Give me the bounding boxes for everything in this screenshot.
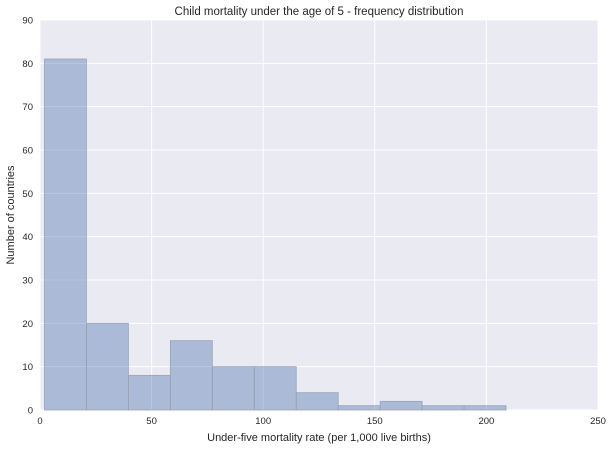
y-tick-label-50: 50 — [22, 189, 33, 200]
y-tick-label-30: 30 — [22, 276, 33, 287]
x-axis-label: Under-five mortality rate (per 1,000 liv… — [207, 432, 431, 444]
histogram-bar-9 — [379, 400, 423, 411]
histogram-bar-11 — [463, 405, 507, 411]
histogram-bar-10 — [421, 405, 465, 411]
histogram-bar-8 — [337, 405, 381, 411]
histogram-bars — [44, 58, 507, 411]
x-tick-label-0: 0 — [37, 416, 42, 427]
y-tick-label-40: 40 — [22, 232, 33, 243]
histogram-bar-2 — [86, 322, 129, 411]
y-tick-label-70: 70 — [22, 102, 33, 113]
y-tick-label-10: 10 — [22, 362, 33, 373]
histogram-bar-7 — [295, 392, 339, 411]
plot-background — [40, 20, 598, 410]
x-tick-label-50: 50 — [146, 416, 157, 427]
histogram-bar-1 — [44, 58, 87, 411]
chart-title: Child mortality under the age of 5 - fre… — [175, 6, 464, 18]
histogram-bar-5 — [211, 366, 255, 411]
histogram-bar-6 — [253, 366, 297, 411]
y-axis-label: Number of countries — [5, 165, 17, 265]
y-tick-label-0: 0 — [28, 406, 33, 417]
x-tick-label-250: 250 — [590, 416, 606, 427]
histogram-bar-4 — [169, 340, 213, 411]
x-tick-label-100: 100 — [255, 416, 271, 427]
x-tick-label-150: 150 — [367, 416, 383, 427]
y-tick-label-90: 90 — [22, 16, 33, 27]
y-tick-label-60: 60 — [22, 146, 33, 157]
y-tick-label-80: 80 — [22, 59, 33, 70]
y-tick-label-20: 20 — [22, 319, 33, 330]
histogram-bar-3 — [127, 374, 171, 411]
tick-labels: 0 10 20 30 40 50 60 70 80 90 0 50 100 150 200 250 — [22, 16, 606, 428]
grid-lines — [39, 19, 599, 411]
x-tick-label-200: 200 — [478, 416, 494, 427]
